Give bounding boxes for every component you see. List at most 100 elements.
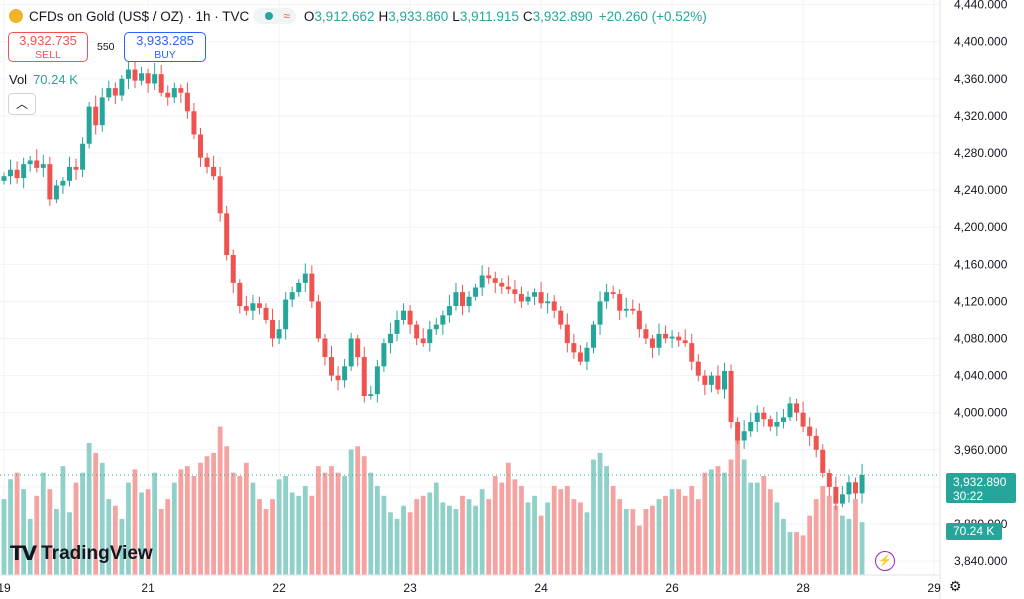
candle-body (407, 310, 413, 325)
candle-body (361, 357, 367, 397)
candle (479, 265, 485, 296)
volume-bar (165, 499, 171, 575)
market-status-dot-icon (265, 12, 274, 20)
buy-price: 3,933.285 (136, 33, 194, 48)
candle (735, 417, 741, 445)
volume-bar (623, 509, 629, 575)
candle (381, 338, 387, 372)
candle-body (545, 301, 551, 304)
candle (67, 156, 72, 187)
candle-body (702, 375, 708, 385)
volume-bar (499, 482, 505, 575)
candle-body (532, 292, 538, 297)
volume-bar (571, 499, 577, 575)
volume-bar (800, 535, 806, 575)
buy-label: BUY (154, 49, 176, 61)
volume-legend[interactable]: Vol 70.24 K (9, 72, 78, 87)
volume-bar (348, 449, 354, 575)
candle (728, 364, 734, 429)
sell-button[interactable]: 3,932.735 SELL (8, 32, 88, 62)
volume-bar (388, 512, 393, 575)
candle-body (538, 292, 544, 304)
volume-bar (486, 499, 492, 575)
volume-bar (512, 479, 518, 575)
change-value: +20.260 (+0.52%) (598, 8, 707, 24)
candle (165, 85, 171, 106)
candle-body (735, 421, 741, 441)
candle-body (191, 111, 197, 135)
flash-icon[interactable]: ⚡ (875, 551, 895, 571)
buy-button[interactable]: 3,933.285 BUY (124, 32, 206, 62)
candle-body (577, 352, 583, 362)
candle-body (329, 357, 334, 376)
candle-body (643, 329, 649, 339)
candle (492, 271, 498, 294)
volume-bar (54, 509, 59, 575)
volume-bar (67, 512, 72, 575)
candle-body (342, 366, 348, 381)
symbol-title[interactable]: CFDs on Gold (US$ / OZ) · 1h · TVC (29, 8, 250, 24)
candle-body (584, 347, 590, 362)
candle (643, 323, 649, 345)
candle (368, 385, 374, 400)
candle-body (125, 69, 131, 79)
candle-body (623, 308, 629, 311)
candle-body (656, 333, 662, 348)
volume-bar (152, 472, 158, 575)
candle-body (479, 275, 485, 288)
volume-bar (322, 472, 328, 575)
candle-body (283, 299, 289, 330)
candle-body (649, 338, 655, 348)
candle (230, 249, 236, 294)
price-tick-label: 4,080.000 (954, 332, 1008, 346)
candle (617, 289, 623, 320)
volume-bar (774, 502, 780, 575)
volume-bar (551, 485, 557, 575)
candle (518, 286, 524, 308)
candle (630, 299, 636, 315)
volume-bar (374, 485, 380, 575)
candle (335, 366, 341, 391)
candle (591, 320, 596, 354)
symbol-header[interactable]: CFDs on Gold (US$ / OZ) · 1h · TVC ≈ O 3,… (0, 0, 940, 32)
candle (446, 294, 452, 323)
market-status[interactable]: ≈ (253, 8, 296, 24)
price-tick-label: 4,160.000 (954, 257, 1008, 271)
candle (532, 288, 538, 306)
candle-body (525, 296, 531, 302)
candle-body (722, 370, 727, 390)
volume-bar (636, 525, 642, 575)
time-tick-label: 24 (534, 581, 548, 595)
tradingview-logo[interactable]: 𝗧𝗩 TradingView (10, 541, 153, 566)
candle-body (453, 292, 459, 307)
volume-bars (1, 426, 865, 575)
volume-bar (709, 469, 714, 575)
volume-bar (807, 515, 813, 575)
candle-body (420, 338, 426, 344)
volume-bar (21, 489, 27, 575)
candle-body (859, 474, 865, 494)
candle (191, 102, 197, 140)
candle (774, 411, 780, 436)
candle (649, 334, 655, 358)
candle-body (217, 176, 223, 214)
candle-body (184, 92, 190, 112)
volume-bar (257, 499, 262, 575)
candle-body (466, 296, 472, 307)
volume-bar (302, 485, 308, 575)
volume-bar (669, 489, 675, 575)
candle (374, 359, 380, 403)
chevron-up-icon: ︿ (15, 97, 28, 111)
candle-body (198, 134, 203, 158)
candle (545, 293, 551, 314)
settings-icon[interactable]: ⚙ (949, 578, 962, 594)
volume-label: Vol (9, 72, 28, 87)
candle-body (839, 494, 845, 504)
candle-body (47, 164, 53, 200)
candle-body (761, 412, 767, 420)
collapse-legend-button[interactable]: ︿ (8, 93, 36, 115)
candle-body (256, 303, 262, 308)
candle-body (132, 69, 138, 81)
